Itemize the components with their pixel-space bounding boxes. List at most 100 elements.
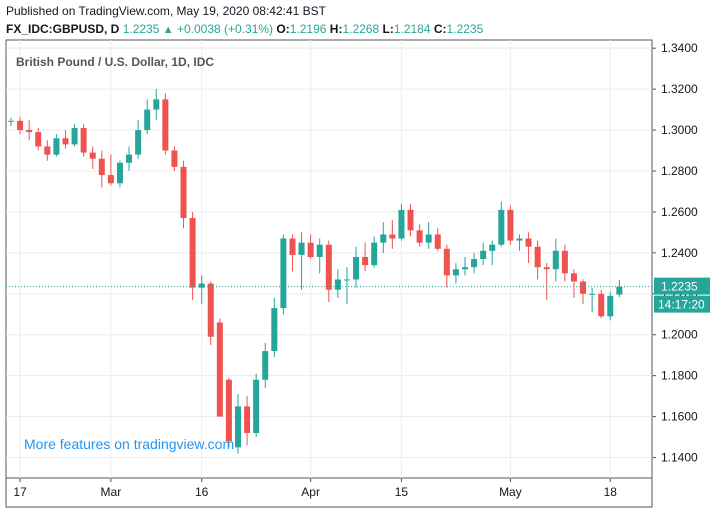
candle-body [107,175,114,184]
candle-body [153,99,160,110]
candle-body [116,162,123,184]
high-label: H: [329,22,343,36]
candle-body [253,379,260,433]
candle-body [35,132,42,147]
candle-body [180,166,187,219]
x-tick-label: Mar [101,485,122,499]
symbol-quote-line: FX_IDC:GBPUSD, D 1.2235 ▲ +0.0038 (+0.31… [6,22,483,36]
candle-body [216,322,223,417]
y-tick-label: 1.3200 [661,82,698,96]
candle-body [561,250,568,274]
symbol-label: FX_IDC:GBPUSD, D [6,22,120,36]
candle-body [616,286,623,295]
candle-body [325,244,332,290]
y-tick-label: 1.1400 [661,451,698,465]
last-price-tag-text: 1.2235 [661,280,698,294]
candle-body [389,234,396,239]
open-label: O: [276,22,290,36]
candle-body [471,259,478,268]
candle-body [380,234,387,243]
x-tick-label: 15 [395,485,409,499]
candle-body [316,244,323,257]
candle-body [570,273,577,282]
candle-body [171,150,178,167]
x-tick-label: Apr [301,485,320,499]
candle-body [225,379,232,442]
candle-body [607,295,614,317]
published-line: Published on TradingView.com, May 19, 20… [6,4,326,18]
y-tick-label: 1.2400 [661,246,698,260]
candles [8,89,623,454]
last-price-tag [654,277,710,295]
candle-body [126,154,133,163]
x-axis: 17 Mar 16 Apr 15 May 18 [13,478,617,499]
x-tick-label: 17 [13,485,27,499]
candle-body [162,99,169,151]
candle-body [462,267,468,270]
chart-title: British Pound / U.S. Dollar, 1D, IDC [16,55,214,69]
close-label: C: [433,22,447,36]
candle-body [398,209,405,239]
tradingview-watermark[interactable]: More features on tradingview.com [24,436,234,452]
candle-body [298,242,305,255]
open-value: 1.2196 [289,22,327,36]
candle-body [307,242,314,257]
candle-body [443,248,450,276]
candle-body [480,250,487,259]
candle-body [17,120,24,131]
candle-body [235,406,241,448]
candle-body [552,250,559,270]
candle-body [80,128,87,153]
chart-grid [5,39,653,508]
last-price: 1.2235 [122,22,160,36]
candle-body [98,158,105,176]
candle-body [589,293,596,295]
y-tick-label: 1.3000 [661,123,698,137]
candle-body [407,209,414,231]
candle-body [598,293,605,317]
candle-body [26,130,33,133]
candle-body [262,351,269,380]
candle-body [525,238,532,247]
price-tag: 1.2235 14:17:20 [654,277,710,313]
candle-body [489,244,496,251]
y-axis: 1.14001.16001.18001.20001.22001.24001.26… [652,41,698,465]
y-tick-label: 1.2600 [661,205,698,219]
y-tick-label: 1.3400 [661,41,698,55]
candle-body [507,209,514,241]
candle-body [189,218,196,288]
candle-body [71,128,78,145]
candle-body [271,308,278,352]
candle-body [516,238,523,241]
candle-body [498,209,505,245]
x-tick-label: 16 [195,485,209,499]
candle-body [434,234,441,249]
price-change: +0.0038 (+0.31%) [176,22,274,36]
candle-body [334,279,341,290]
high-value: 1.2268 [342,22,380,36]
close-value: 1.2235 [446,22,484,36]
candle-body [144,109,151,131]
x-tick-label: May [499,485,522,499]
y-tick-label: 1.2800 [661,164,698,178]
low-label: L: [382,22,394,36]
candle-body [543,267,550,270]
candle-body [425,234,432,243]
y-tick-label: 1.1800 [661,369,698,383]
candle-body [534,246,541,268]
y-tick-label: 1.2000 [661,328,698,342]
up-arrow-icon: ▲ [162,24,174,36]
candle-body [280,238,287,309]
countdown-tag-text: 14:17:20 [658,298,705,312]
candle-body [353,256,360,280]
candle-body [207,283,214,337]
y-tick-label: 1.1600 [661,410,698,424]
candle-body [580,281,587,294]
low-value: 1.2184 [393,22,431,36]
x-tick-label: 18 [604,485,618,499]
candle-body [44,146,51,155]
candle-body [371,242,378,266]
candle-body [8,120,14,122]
candle-body [452,269,459,276]
